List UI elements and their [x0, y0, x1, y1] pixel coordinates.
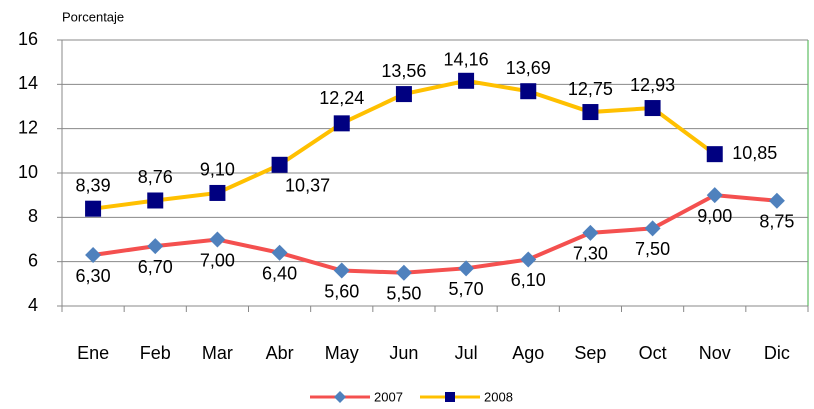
- marker: [520, 83, 537, 100]
- marker: [271, 244, 288, 261]
- x-tick-label: Ago: [512, 343, 544, 363]
- data-label: 9,10: [200, 160, 235, 180]
- y-tick-label: 16: [18, 29, 38, 49]
- data-label: 13,69: [506, 58, 551, 78]
- marker: [644, 220, 661, 237]
- legend-label: 2008: [484, 389, 513, 404]
- y-tick-label: 6: [28, 250, 38, 270]
- data-label: 5,50: [386, 284, 421, 304]
- y-tick-label: 12: [18, 117, 38, 137]
- marker: [85, 247, 102, 264]
- legend-label: 2007: [374, 389, 403, 404]
- data-label: 10,85: [732, 143, 777, 163]
- data-label: 5,60: [324, 281, 359, 301]
- marker: [333, 262, 350, 279]
- y-tick-label: 10: [18, 162, 38, 182]
- x-tick-label: Jun: [389, 343, 418, 363]
- data-label: 6,30: [76, 266, 111, 286]
- data-label: 12,24: [319, 88, 364, 108]
- data-label: 9,00: [697, 206, 732, 226]
- data-label: 12,75: [568, 79, 613, 99]
- y-axis-title: Porcentaje: [62, 9, 124, 24]
- data-label: 7,50: [635, 239, 670, 259]
- data-label: 6,40: [262, 264, 297, 284]
- data-label: 7,00: [200, 250, 235, 270]
- marker: [209, 231, 226, 248]
- x-tick-label: Sep: [574, 343, 606, 363]
- legend-marker: [445, 392, 455, 402]
- marker: [706, 187, 723, 204]
- marker: [395, 86, 412, 103]
- x-tick-label: May: [325, 343, 359, 363]
- data-label: 5,70: [449, 279, 484, 299]
- marker: [271, 156, 288, 173]
- data-label: 8,75: [759, 211, 794, 231]
- marker: [458, 260, 475, 277]
- legend-marker: [334, 391, 346, 403]
- x-tick-label: Ene: [77, 343, 109, 363]
- x-tick-label: Abr: [266, 343, 294, 363]
- data-label: 8,76: [138, 167, 173, 187]
- x-tick-label: Oct: [639, 343, 667, 363]
- marker: [85, 200, 102, 217]
- marker: [520, 251, 537, 268]
- marker: [582, 224, 599, 241]
- data-label: 6,10: [511, 270, 546, 290]
- y-tick-label: 4: [28, 295, 38, 315]
- x-tick-label: Dic: [764, 343, 790, 363]
- data-label: 6,70: [138, 257, 173, 277]
- data-label: 12,93: [630, 75, 675, 95]
- marker: [768, 192, 785, 209]
- data-label: 13,56: [381, 61, 426, 81]
- marker: [706, 146, 723, 163]
- marker: [582, 104, 599, 121]
- y-tick-label: 14: [18, 73, 38, 93]
- data-label: 7,30: [573, 244, 608, 264]
- data-label: 10,37: [285, 176, 330, 196]
- marker: [395, 264, 412, 281]
- x-tick-label: Feb: [140, 343, 171, 363]
- marker: [147, 238, 164, 255]
- marker: [333, 115, 350, 132]
- y-tick-label: 8: [28, 206, 38, 226]
- x-tick-label: Jul: [455, 343, 478, 363]
- marker: [209, 184, 226, 201]
- x-tick-label: Mar: [202, 343, 233, 363]
- marker: [644, 100, 661, 117]
- data-label: 14,16: [444, 50, 489, 70]
- series-line: [92, 193, 778, 275]
- marker: [458, 72, 475, 89]
- marker: [147, 192, 164, 209]
- x-tick-label: Nov: [699, 343, 731, 363]
- data-label: 8,39: [76, 175, 111, 195]
